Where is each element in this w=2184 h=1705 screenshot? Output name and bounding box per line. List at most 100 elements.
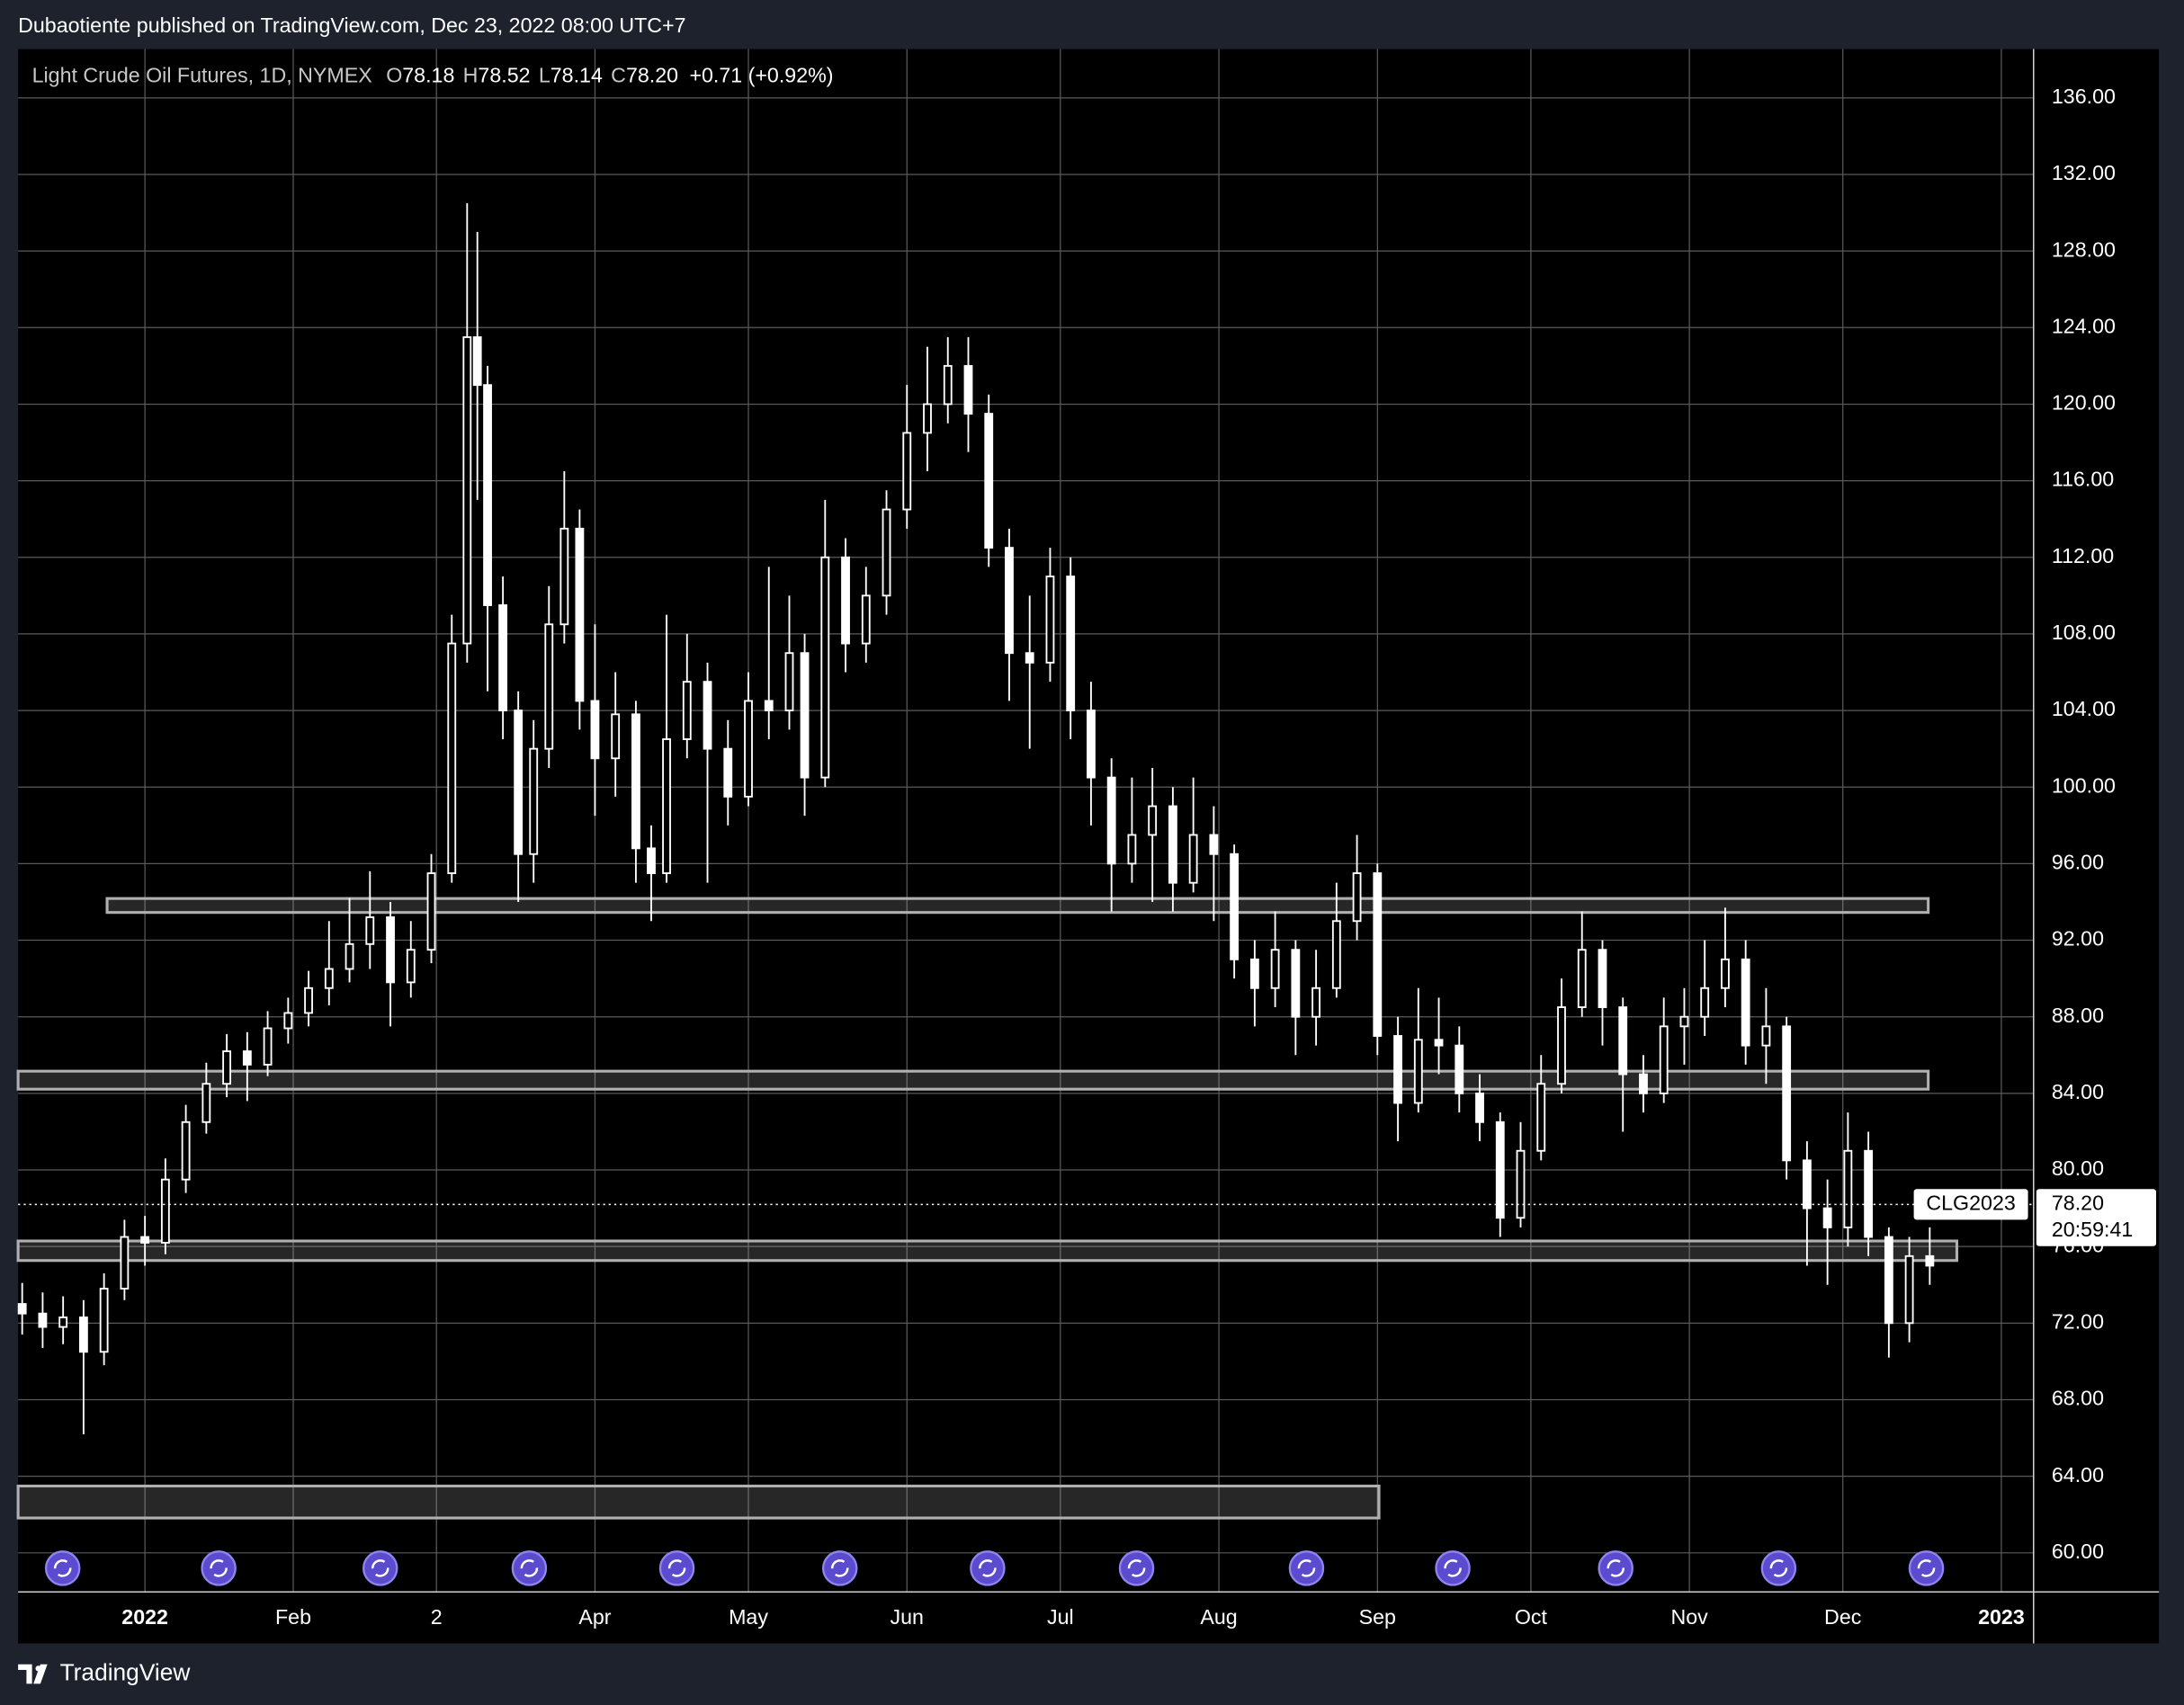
countdown: 20:59:41 (2052, 1218, 2133, 1241)
candle-body (1148, 805, 1158, 836)
x-tick-label: Feb (275, 1605, 311, 1629)
candle-body (1025, 652, 1034, 664)
candle-body (345, 942, 354, 970)
candle-body (1106, 776, 1116, 865)
x-tick-label: Sep (1359, 1605, 1396, 1629)
ticker: CLG2023 (1926, 1191, 2015, 1214)
candle-body (1209, 834, 1219, 855)
x-tick-label: Oct (1515, 1605, 1548, 1629)
candle-body (1331, 920, 1341, 989)
symbol: Light Crude Oil Futures, 1D, NYMEX (32, 64, 372, 87)
y-tick-label: 120.00 (2052, 391, 2116, 415)
candle-body (1005, 547, 1014, 655)
event-icon (362, 1550, 398, 1586)
candle-body (1455, 1044, 1464, 1094)
event-icon-glyph (520, 1559, 539, 1577)
y-tick-label: 68.00 (2052, 1387, 2104, 1410)
candle-body (120, 1236, 130, 1290)
logo-dot (35, 1665, 41, 1672)
candle-body (943, 364, 953, 406)
event-icon-glyph (210, 1559, 228, 1577)
candle-body (58, 1317, 68, 1328)
candle-body (647, 847, 656, 874)
candle-body (1741, 958, 1750, 1047)
candle-body (1291, 949, 1301, 1018)
candle-body (386, 916, 395, 984)
y-tick-label: 112.00 (2052, 544, 2114, 567)
legend-value: 78.52 (478, 64, 530, 87)
candle-body (1045, 576, 1055, 664)
candle-body (1373, 872, 1383, 1037)
event-icon (821, 1550, 858, 1586)
candle-body (140, 1236, 150, 1244)
ticker-box (1913, 1189, 2028, 1220)
event-icon-glyph (1297, 1559, 1316, 1577)
plot (16, 49, 2034, 1593)
candle-body (1352, 872, 1362, 923)
candle-body (99, 1288, 109, 1353)
candle-body (462, 336, 472, 645)
candle-body (682, 681, 692, 740)
candle-body (1884, 1236, 1893, 1325)
x-tick-label: 2023 (1978, 1605, 2025, 1629)
y-tick-label: 104.00 (2052, 697, 2116, 720)
candle-body (611, 713, 621, 760)
y-tick-label: 64.00 (2052, 1463, 2104, 1486)
event-icon (511, 1550, 548, 1586)
candle-body (406, 949, 416, 984)
candle-body (575, 527, 585, 702)
y-tick-label: 60.00 (2052, 1540, 2104, 1563)
candle-body (1721, 958, 1730, 989)
event-icon (201, 1550, 237, 1586)
candle-body (324, 968, 334, 989)
legend-value: 78.18 (402, 64, 454, 87)
change: +0.71 (+0.92%) (689, 64, 833, 87)
candle-body (472, 336, 482, 387)
candle-body (1557, 1006, 1566, 1085)
event-icon (658, 1550, 695, 1586)
brand: TradingView (60, 1659, 192, 1686)
candle-body (723, 747, 733, 798)
candle-body (1270, 949, 1280, 989)
event-icon-glyph (371, 1559, 389, 1577)
y-tick-label: 108.00 (2052, 620, 2116, 644)
candle-body (160, 1178, 170, 1244)
candle-body (544, 623, 554, 750)
y-tick-label: 124.00 (2052, 314, 2116, 337)
legend-value: 78.20 (626, 64, 678, 87)
event-icon (1118, 1550, 1155, 1586)
candle-body (78, 1317, 88, 1353)
candle-body (483, 384, 492, 606)
candle-body (923, 403, 932, 434)
x-tick-label: 2 (431, 1605, 443, 1629)
event-icon (1288, 1550, 1325, 1586)
candle-body (1700, 986, 1710, 1018)
y-tick-label: 88.00 (2052, 1004, 2104, 1027)
event-icon (1760, 1550, 1797, 1586)
candle-body (1393, 1035, 1402, 1104)
candle-body (38, 1312, 48, 1328)
candle-body (902, 432, 912, 511)
legend-key: H (463, 64, 479, 87)
candle-body (1904, 1254, 1914, 1325)
candle-body (514, 710, 524, 855)
candle-body (1087, 710, 1096, 779)
x-tick-label: Nov (1670, 1605, 1708, 1629)
candle-body (590, 700, 600, 760)
candle-body (1127, 834, 1137, 865)
candle-body (1188, 834, 1198, 884)
x-tick-label: Jun (891, 1605, 924, 1629)
x-tick-label: Aug (1200, 1605, 1237, 1629)
y-tick-label: 100.00 (2052, 773, 2116, 797)
y-tick-label: 96.00 (2052, 851, 2104, 874)
candle-body (1434, 1039, 1444, 1047)
candle-body (784, 652, 794, 712)
zone (16, 1069, 1930, 1091)
event-icon (970, 1550, 1006, 1586)
candle-body (1577, 949, 1587, 1008)
zone (16, 1239, 1959, 1263)
candle-body (984, 413, 994, 549)
chart-bg (18, 49, 2160, 1644)
ohlc: O78.18 H78.52 L78.14 C78.20 (386, 64, 678, 87)
candle-body (304, 986, 313, 1014)
